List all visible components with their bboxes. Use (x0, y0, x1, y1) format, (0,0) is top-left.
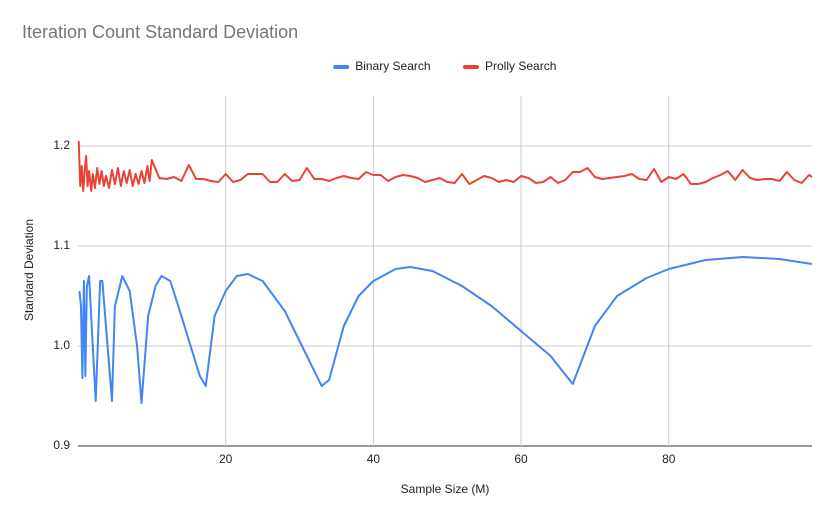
legend-label: Binary Search (355, 59, 430, 73)
line-series (78, 256, 813, 404)
line-series (77, 140, 813, 192)
x-tick-label: 40 (367, 452, 381, 466)
legend-label: Prolly Search (485, 59, 556, 73)
y-tick-label: 1.0 (53, 338, 70, 352)
x-tick-label: 60 (514, 452, 528, 466)
y-tick-label: 0.9 (53, 438, 70, 452)
y-tick-label: 1.2 (53, 138, 70, 152)
y-tick-label: 1.1 (53, 238, 70, 252)
x-axis-label: Sample Size (M) (401, 482, 490, 496)
x-tick-label: 20 (219, 452, 233, 466)
chart-title: Iteration Count Standard Deviation (22, 22, 298, 42)
y-axis-label: Standard Deviation (22, 219, 36, 321)
x-tick-label: 80 (662, 452, 676, 466)
